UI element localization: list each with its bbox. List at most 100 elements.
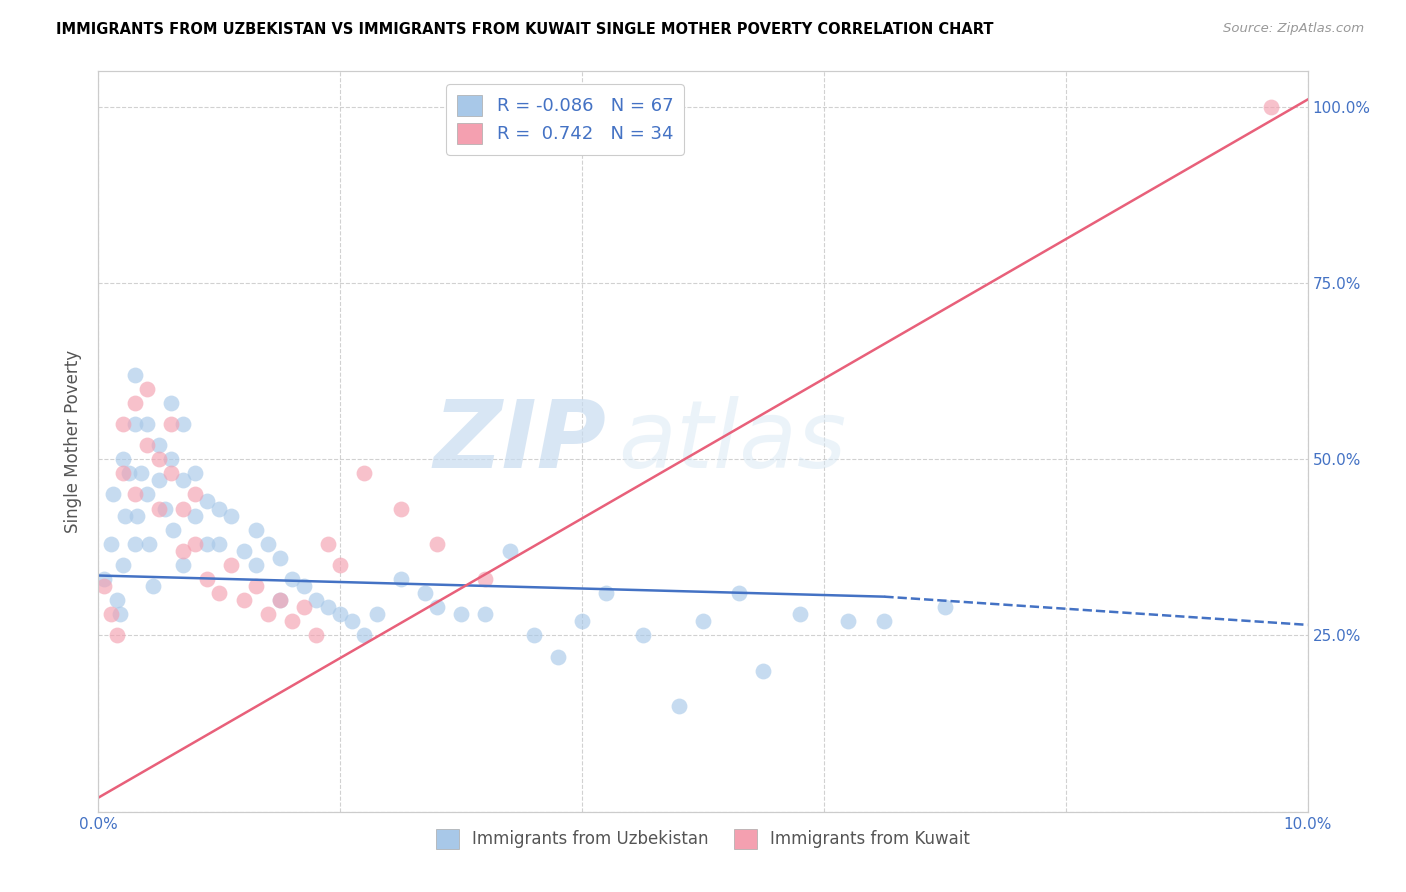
Point [111,452,134,467]
Point [366,607,388,622]
Point [124,537,146,551]
Point [269,593,291,607]
Point [195,572,218,586]
Point [208,501,231,516]
Point [108,607,131,622]
Point [571,615,593,629]
Point [934,600,956,615]
Point [148,438,170,452]
Point [195,494,218,508]
Point [153,501,176,516]
Point [595,586,617,600]
Point [111,417,134,431]
Point [292,600,315,615]
Point [221,558,243,572]
Point [281,615,304,629]
Point [353,467,375,481]
Point [245,579,267,593]
Point [93,572,115,586]
Point [342,615,364,629]
Point [172,558,194,572]
Point [389,572,412,586]
Point [124,487,146,501]
Point [631,628,654,642]
Point [135,382,157,396]
Point [127,508,149,523]
Point [221,508,243,523]
Point [256,607,278,622]
Point [389,501,412,516]
Point [547,649,569,664]
Text: atlas: atlas [619,396,846,487]
Point [195,537,218,551]
Point [160,417,183,431]
Point [184,467,207,481]
Point [474,572,496,586]
Point [124,368,146,382]
Point [184,487,207,501]
Point [172,417,194,431]
Point [873,615,896,629]
Point [692,615,714,629]
Point [450,607,472,622]
Point [142,579,165,593]
Point [93,579,115,593]
Point [474,607,496,622]
Point [316,600,339,615]
Point [111,467,134,481]
Point [105,593,128,607]
Point [184,537,207,551]
Point [129,467,152,481]
Point [124,417,146,431]
Point [135,417,157,431]
Point [523,628,546,642]
Point [184,508,207,523]
Point [118,467,141,481]
Point [281,572,304,586]
Point [172,501,194,516]
Point [837,615,859,629]
Point [101,487,124,501]
Point [269,593,291,607]
Point [148,473,170,487]
Point [100,607,122,622]
Point [426,600,449,615]
Point [232,593,254,607]
Point [245,558,267,572]
Point [498,544,520,558]
Point [148,501,170,516]
Point [329,607,352,622]
Legend: Immigrants from Uzbekistan, Immigrants from Kuwait: Immigrants from Uzbekistan, Immigrants f… [429,822,977,855]
Point [305,628,328,642]
Point [413,586,436,600]
Point [353,628,375,642]
Point [124,396,146,410]
Text: IMMIGRANTS FROM UZBEKISTAN VS IMMIGRANTS FROM KUWAIT SINGLE MOTHER POVERTY CORRE: IMMIGRANTS FROM UZBEKISTAN VS IMMIGRANTS… [56,22,994,37]
Point [316,537,339,551]
Point [208,537,231,551]
Text: Source: ZipAtlas.com: Source: ZipAtlas.com [1223,22,1364,36]
Point [292,579,315,593]
Point [162,523,184,537]
Point [728,586,751,600]
Point [245,523,267,537]
Point [789,607,811,622]
Point [208,586,231,600]
Point [148,452,170,467]
Point [426,537,449,551]
Point [138,537,160,551]
Point [111,558,134,572]
Point [135,438,157,452]
Point [172,473,194,487]
Point [135,487,157,501]
Point [269,550,291,565]
Point [160,452,183,467]
Point [256,537,278,551]
Point [160,396,183,410]
Point [160,467,183,481]
Point [305,593,328,607]
Point [105,628,128,642]
Point [668,698,690,713]
Point [172,544,194,558]
Point [114,508,136,523]
